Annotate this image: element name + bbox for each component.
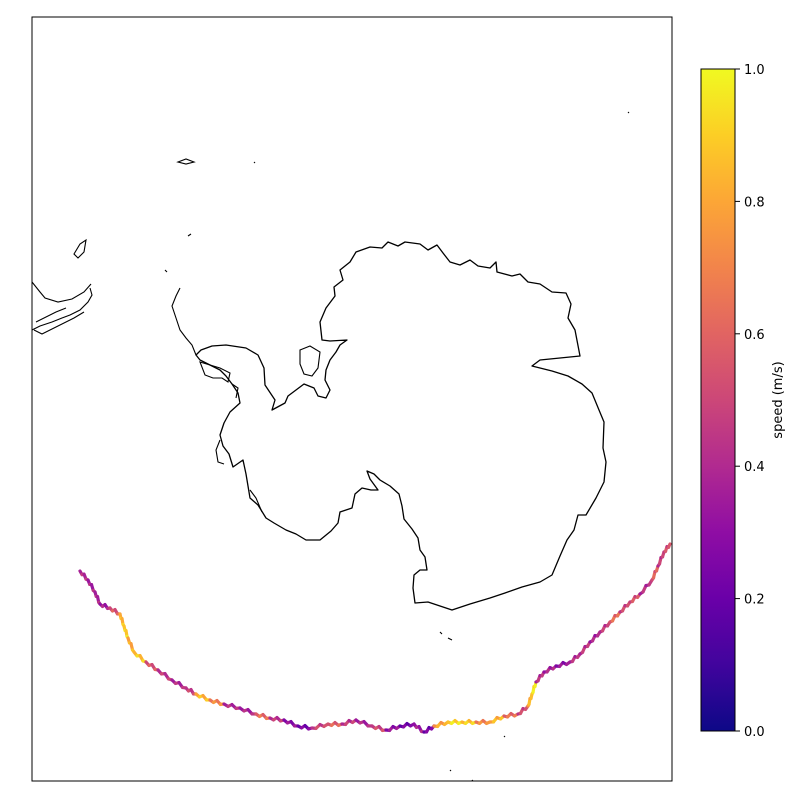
antarctica-coastline — [195, 241, 607, 611]
colorbar-tick-label: 1.0 — [744, 63, 765, 78]
track-segment — [666, 542, 672, 550]
colorbar-tick-label: 0.2 — [744, 593, 765, 608]
drifter-track — [78, 542, 672, 734]
peninsula-islands — [171, 287, 321, 513]
colorbar-tick-label: 0.4 — [744, 460, 765, 475]
map-frame — [31, 16, 673, 782]
small-islands — [164, 111, 630, 781]
colorbar-ticks: 0.0 0.2 0.4 0.6 0.8 1.0 — [735, 63, 765, 740]
south-georgia — [176, 158, 196, 165]
colorbar-label: speed (m/s) — [771, 361, 786, 438]
colorbar: 0.0 0.2 0.4 0.6 0.8 1.0 speed (m/s) — [700, 63, 786, 740]
colorbar-tick-label: 0.0 — [744, 725, 765, 740]
colorbar-tick-label: 0.6 — [744, 328, 765, 343]
colorbar-tick-label: 0.8 — [744, 195, 765, 210]
south-america-coastline — [32, 281, 93, 335]
map-area — [32, 111, 672, 781]
falkland-islands — [73, 238, 87, 259]
colorbar-gradient — [700, 68, 736, 732]
